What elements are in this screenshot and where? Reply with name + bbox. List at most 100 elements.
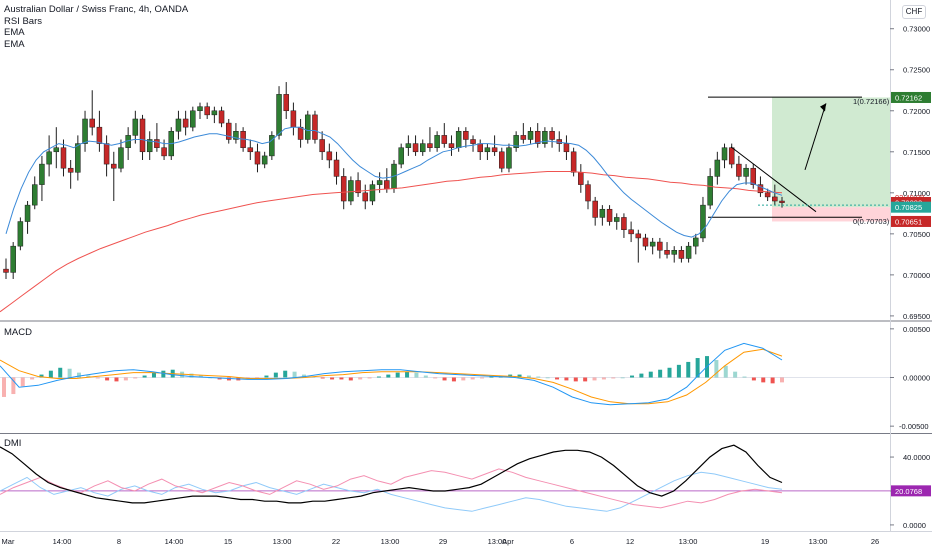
candle-body <box>161 147 167 157</box>
trend-line <box>730 146 817 213</box>
macd-histogram-bar <box>123 377 128 381</box>
price-tag-label: 0.70651 <box>895 217 922 226</box>
candle-body <box>491 147 498 153</box>
macd-histogram-bar <box>255 377 260 379</box>
candle-body <box>333 159 340 177</box>
macd-histogram-bar <box>742 376 747 378</box>
candle-body <box>290 110 297 128</box>
macd-histogram-bar <box>161 370 166 378</box>
macd-histogram-bar <box>461 377 466 381</box>
macd-histogram-bar <box>86 375 91 378</box>
macd-histogram-bar <box>592 377 597 381</box>
candle-body <box>570 151 577 173</box>
candle-body <box>441 135 448 144</box>
candle-body <box>46 151 52 165</box>
candle-body <box>197 106 203 112</box>
macd-histogram-bar <box>770 377 775 384</box>
candle-body <box>736 163 742 177</box>
macd-histogram-bar <box>517 374 522 378</box>
macd-histogram-bar <box>142 375 147 378</box>
candle-body <box>297 126 304 140</box>
candle-body <box>606 208 613 222</box>
candle-body <box>340 176 347 202</box>
symbol-title[interactable]: Australian Dollar / Swiss Franc, 4h, OAN… <box>4 4 189 15</box>
candle-body <box>384 180 390 189</box>
candle-body <box>75 143 81 173</box>
candle-body <box>233 131 239 140</box>
price-tick-label: 0.73000 <box>903 25 930 34</box>
macd-histogram-bar <box>301 374 306 378</box>
candle-body <box>578 172 584 185</box>
candle-body <box>175 118 182 132</box>
arrow-head <box>820 103 826 112</box>
dmi-threshold-label: 20.0768 <box>895 487 922 496</box>
price-tick-label: 0.71500 <box>903 148 930 157</box>
candle-body <box>621 217 627 230</box>
candle-body <box>750 167 757 185</box>
candle-body <box>757 184 764 194</box>
candle-body <box>111 163 117 169</box>
candle-body <box>671 250 677 255</box>
candle-body <box>657 241 663 251</box>
price-tick-label: 0.72500 <box>903 66 930 75</box>
macd-histogram-bar <box>414 372 419 378</box>
macd-histogram-bar <box>620 377 625 379</box>
candle-body <box>613 217 620 222</box>
candle-body <box>139 118 146 153</box>
macd-histogram-bar <box>667 367 672 378</box>
adx-line <box>0 444 783 504</box>
study-ema-1[interactable]: EMA <box>4 27 25 38</box>
macd-histogram-bar <box>489 376 494 378</box>
macd-histogram-bar <box>358 377 363 380</box>
di-minus-line <box>0 468 783 509</box>
price-tag-bg <box>891 215 931 227</box>
candle-body <box>405 143 412 148</box>
chart-legend: Australian Dollar / Swiss Franc, 4h, OAN… <box>4 4 188 50</box>
time-tick-label: 13:00 <box>679 537 698 546</box>
time-tick-label: 22 <box>332 537 340 546</box>
candle-body <box>376 180 383 185</box>
macd-histogram-bar <box>292 371 297 378</box>
macd-histogram-bar <box>564 377 569 381</box>
macd-histogram-bar <box>283 370 288 378</box>
time-tick-label: 19 <box>761 537 769 546</box>
macd-histogram-bar <box>11 377 16 395</box>
price-tag-label: 0.72162 <box>895 93 922 102</box>
macd-histogram-bar <box>20 377 25 387</box>
macd-histogram-bar <box>723 365 728 378</box>
dmi-pane-title[interactable]: DMI <box>4 438 22 449</box>
macd-histogram-bar <box>39 374 44 378</box>
candle-body <box>247 147 254 153</box>
currency-badge[interactable]: CHF <box>902 5 926 19</box>
candle-body <box>628 229 634 235</box>
candle-body <box>527 131 534 140</box>
candle-body <box>542 131 548 144</box>
candle-body <box>103 143 110 165</box>
macd-histogram-bar <box>67 368 72 378</box>
time-tick-label: 13:00 <box>809 537 828 546</box>
time-tick-label: 13:00 <box>381 537 400 546</box>
macd-histogram-bar <box>648 371 653 378</box>
study-ema-2[interactable]: EMA <box>4 38 25 50</box>
study-rsi-bars[interactable]: RSI Bars <box>4 15 43 27</box>
candle-body <box>348 180 354 202</box>
price-tick-label: 0.71000 <box>903 189 930 198</box>
di-plus-line <box>0 471 783 512</box>
ema-fast-line <box>5 126 783 238</box>
candle-body <box>398 147 404 165</box>
macd-histogram-bar <box>639 373 644 378</box>
macd-tick-label: -0.00500 <box>899 422 929 431</box>
time-tick-label: 13:00 <box>488 537 507 546</box>
macd-histogram-bar <box>386 374 391 378</box>
ema-slow-line <box>0 171 783 313</box>
candle-body <box>463 131 469 140</box>
macd-signal-line <box>0 348 783 405</box>
price-tick-label: 0.70000 <box>903 271 930 280</box>
candle-body <box>448 143 455 148</box>
dmi-tick-label: 40.0000 <box>903 453 930 462</box>
macd-histogram-bar <box>320 377 325 379</box>
macd-histogram-bar <box>573 377 578 382</box>
macd-pane-title[interactable]: MACD <box>4 327 32 338</box>
